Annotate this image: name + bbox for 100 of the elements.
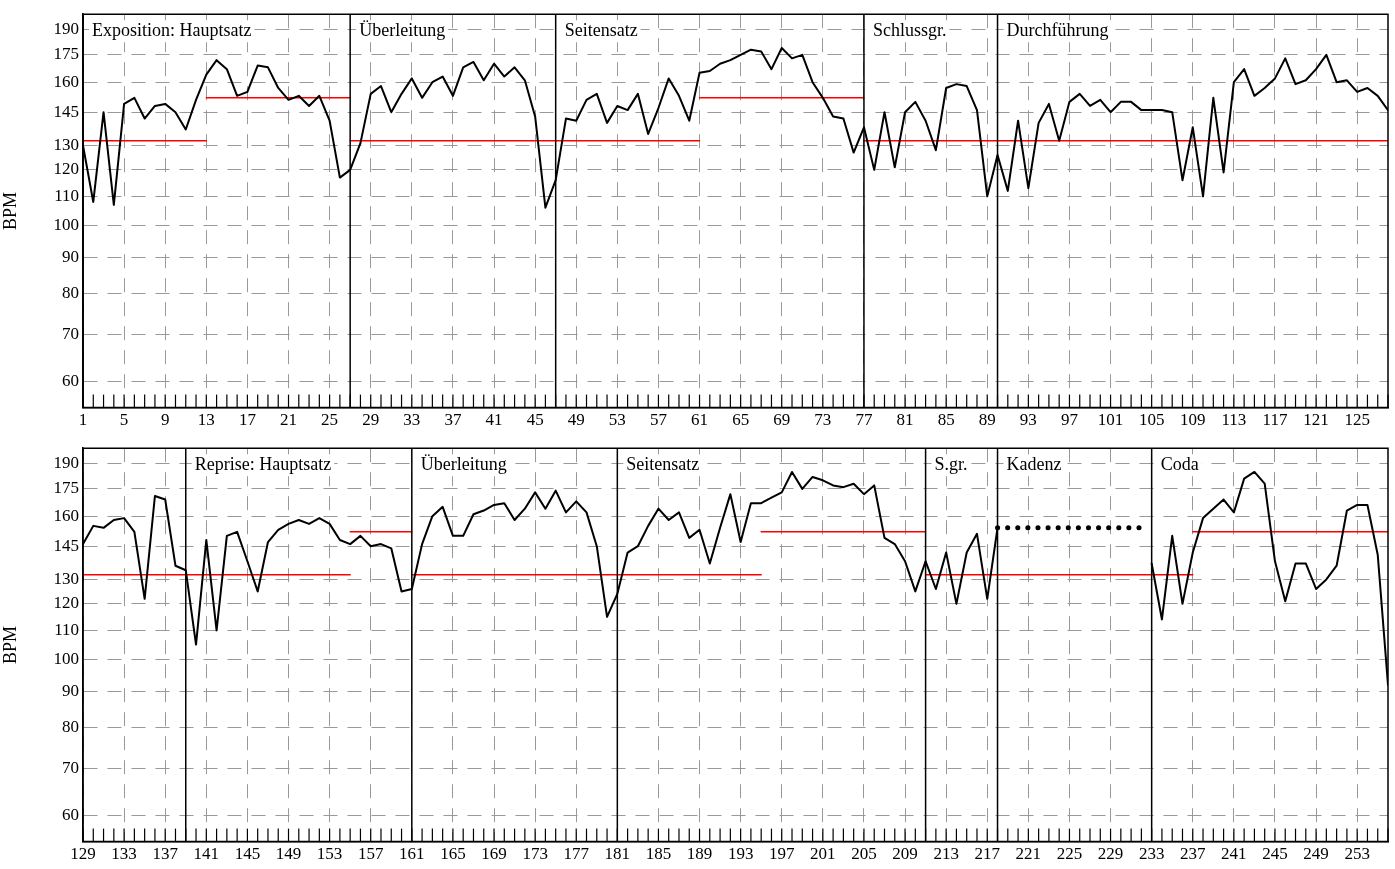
ref-line-label: S.gr. (934, 453, 968, 474)
x-tick-label: 5 (119, 410, 129, 430)
y-tick-label: 120 (53, 159, 79, 179)
x-tick-label: 117 (1262, 410, 1288, 430)
ref-line-label: Überleitung (420, 453, 507, 474)
x-tick-label: 45 (526, 410, 544, 430)
y-tick-label: 130 (53, 134, 79, 154)
y-tick-label: 70 (62, 323, 79, 343)
y-tick-label: 100 (53, 648, 79, 668)
x-tick-label: 197 (768, 844, 795, 864)
y-tick-label: 90 (62, 681, 79, 700)
ref-line-label: Seitensatz (564, 19, 638, 40)
x-tick-label: 17 (238, 410, 257, 430)
x-tick-label: 217 (974, 844, 1001, 864)
y-tick-label: 190 (53, 19, 79, 39)
x-tick-label: 245 (1262, 844, 1288, 864)
y-tick-label: 60 (62, 804, 79, 824)
y-tick-label: 80 (62, 716, 79, 736)
x-tick-label: 89 (978, 410, 996, 430)
x-tick-label: 49 (567, 410, 585, 430)
y-tick-label: 110 (54, 185, 79, 205)
x-tick-label: 249 (1303, 844, 1329, 864)
x-tick-label: 41 (485, 410, 503, 430)
ref-line-label: Überleitung (359, 19, 446, 40)
x-tick-label: 21 (280, 410, 298, 430)
x-tick-label: 145 (234, 844, 261, 864)
y-tick-label: 175 (53, 44, 79, 64)
x-tick-label: 37 (444, 410, 462, 430)
ref-line-label: Coda (1160, 453, 1199, 474)
x-tick-label: 165 (440, 844, 466, 864)
y-tick-label: 130 (53, 568, 79, 588)
x-tick-label: 209 (892, 844, 918, 864)
x-tick-label: 61 (691, 410, 709, 430)
y-tick-label: 145 (53, 101, 79, 121)
x-tick-label: 177 (563, 844, 590, 864)
x-tick-label: 33 (403, 410, 421, 430)
x-tick-label: 229 (1097, 844, 1124, 864)
x-tick-label: 253 (1344, 844, 1370, 864)
x-tick-label: 109 (1180, 410, 1206, 430)
x-tick-label: 193 (727, 844, 754, 864)
x-tick-label: 189 (686, 844, 713, 864)
x-tick-label: 129 (70, 844, 96, 864)
x-tick-label: 81 (896, 410, 914, 430)
y-tick-label: 70 (62, 757, 79, 777)
x-tick-label: 97 (1060, 410, 1079, 430)
x-tick-label: 57 (649, 410, 668, 430)
x-tick-label: 201 (810, 844, 836, 864)
x-tick-label: 153 (316, 844, 343, 864)
x-tick-label: 157 (357, 844, 384, 864)
x-tick-label: 1 (78, 410, 88, 430)
x-tick-label: 241 (1221, 844, 1247, 864)
x-tick-label: 101 (1097, 410, 1124, 430)
x-tick-label: 181 (604, 844, 631, 864)
y-tick-label: 80 (62, 282, 79, 302)
x-tick-label: 65 (732, 410, 750, 430)
x-tick-label: 29 (362, 410, 380, 430)
x-tick-label: 233 (1138, 844, 1165, 864)
x-tick-label: 113 (1221, 410, 1247, 430)
x-tick-label: 205 (851, 844, 877, 864)
x-tick-label: 149 (275, 844, 302, 864)
y-tick-label: 160 (53, 505, 79, 525)
y-tick-label: 60 (62, 370, 79, 390)
y-tick-label: 90 (62, 247, 79, 266)
x-tick-label: 125 (1344, 410, 1370, 430)
y-axis-title: BPM (0, 625, 20, 664)
x-tick-label: 13 (197, 410, 215, 430)
x-tick-label: 9 (160, 410, 170, 430)
x-tick-label: 221 (1015, 844, 1042, 864)
x-tick-label: 185 (645, 844, 672, 864)
x-tick-label: 105 (1138, 410, 1165, 430)
x-tick-label: 25 (321, 410, 339, 430)
x-tick-label: 225 (1056, 844, 1083, 864)
ref-line-label: Schlussgr. (872, 19, 947, 40)
x-tick-label: 73 (814, 410, 832, 430)
ref-line-label: Reprise: Hauptsatz (194, 453, 332, 474)
x-tick-label: 85 (937, 410, 955, 430)
y-tick-label: 175 (53, 478, 79, 498)
y-tick-label: 120 (53, 593, 79, 613)
ref-line-label: Kadenz (1006, 453, 1062, 474)
y-axis-title: BPM (0, 191, 20, 230)
x-tick-label: 137 (152, 844, 179, 864)
y-tick-label: 145 (53, 535, 79, 555)
x-tick-label: 169 (481, 844, 507, 864)
x-tick-label: 237 (1180, 844, 1207, 864)
x-tick-label: 93 (1019, 410, 1037, 430)
x-tick-label: 121 (1303, 410, 1329, 430)
x-tick-label: 213 (933, 844, 959, 864)
y-tick-label: 100 (53, 214, 79, 234)
x-tick-label: 133 (111, 844, 137, 864)
y-tick-label: 190 (53, 453, 79, 473)
x-tick-label: 141 (193, 844, 220, 864)
x-tick-label: 69 (773, 410, 791, 430)
x-tick-label: 173 (522, 844, 548, 864)
y-tick-label: 110 (54, 619, 79, 639)
ref-line-label: Seitensatz (626, 453, 700, 474)
y-tick-label: 160 (53, 71, 79, 91)
ref-line-label: Exposition: Hauptsatz (92, 19, 252, 40)
x-tick-label: 161 (399, 844, 425, 864)
ref-line-label: Durchführung (1006, 19, 1109, 40)
x-tick-label: 77 (855, 410, 873, 430)
